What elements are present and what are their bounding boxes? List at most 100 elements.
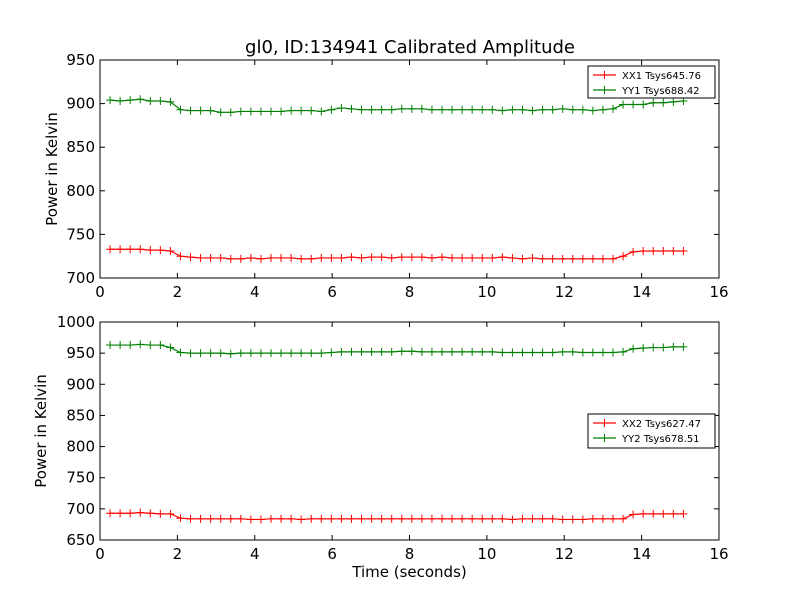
data-point [156,509,165,518]
data-point [568,254,577,263]
data-point [397,253,406,262]
data-point [297,349,306,358]
data-point [478,347,487,356]
legend-label: YY2 Tsys678.51 [621,434,700,445]
data-point [417,347,426,356]
data-point [166,246,175,255]
data-point [508,515,517,524]
data-point [498,253,507,262]
data-point [256,349,265,358]
series-line-1-1 [110,248,684,260]
data-point [608,254,617,263]
chart-title: gl0, ID:134941 Calibrated Amplitude [245,37,575,58]
data-point [106,341,115,350]
data-point [297,254,306,263]
data-point [206,253,215,262]
data-point [166,97,175,106]
data-point [468,105,477,114]
data-point [106,509,115,518]
series-line-2-2 [110,343,684,355]
data-point [287,349,296,358]
y-tick-label: 750 [66,225,95,243]
data-point [116,341,125,350]
data-point [568,105,577,114]
data-point [468,347,477,356]
data-point [337,514,346,523]
data-point [297,106,306,115]
data-point [186,106,195,115]
data-point [468,253,477,262]
data-point [176,252,185,261]
x-tick-label: 12 [555,545,574,563]
data-point [669,246,678,255]
data-point [548,254,557,263]
data-point [216,253,225,262]
y-tick-label: 700 [66,269,95,287]
data-point [417,104,426,113]
data-point [317,514,326,523]
data-point [246,107,255,116]
x-tick-label: 10 [477,283,496,301]
data-point [498,348,507,357]
data-point [629,344,638,353]
data-point [548,105,557,114]
data-point [669,97,678,106]
data-point [437,105,446,114]
data-point [196,349,205,358]
legend-box [587,65,716,99]
x-tick-label: 16 [709,283,728,301]
series-line-1-2 [110,98,684,113]
data-point [236,254,245,263]
data-point [488,514,497,523]
data-point [377,347,386,356]
data-point [619,252,628,261]
data-point [679,509,688,518]
y-tick-label: 800 [66,438,95,456]
data-point [246,253,255,262]
data-point [639,100,648,109]
data-point [277,514,286,523]
data-point [307,514,316,523]
data-point [116,96,125,105]
data-point [578,348,587,357]
data-point [357,253,366,262]
y-tick-label: 800 [66,182,95,200]
data-point [146,246,155,255]
data-point [347,104,356,113]
data-point [578,515,587,524]
data-point [548,514,557,523]
data-point [136,95,145,104]
data-point [287,253,296,262]
legend-marker [600,434,609,442]
data-point [629,100,638,109]
data-point [136,340,145,349]
legend-marker [600,86,609,94]
x-tick-label: 0 [95,283,105,301]
data-point [407,253,416,262]
legend-label: YY1 Tsys688.42 [621,86,700,97]
data-point [357,105,366,114]
x-tick-label: 8 [405,283,415,301]
data-point [216,349,225,358]
data-point [146,509,155,518]
x-tick-label: 4 [250,545,260,563]
y-tick-label: 850 [66,138,95,156]
data-point [659,98,668,107]
data-point [427,514,436,523]
data-point [146,96,155,105]
data-point [156,341,165,350]
data-point [357,347,366,356]
data-point [377,105,386,114]
data-point [397,347,406,356]
data-point [287,514,296,523]
data-point [407,104,416,113]
data-point [649,98,658,107]
data-point [538,105,547,114]
data-point [538,514,547,523]
legend-label: XX1 Tsys645.76 [622,71,701,82]
data-point [458,347,467,356]
data-point [649,509,658,518]
data-point [639,344,648,353]
data-point [619,514,628,523]
